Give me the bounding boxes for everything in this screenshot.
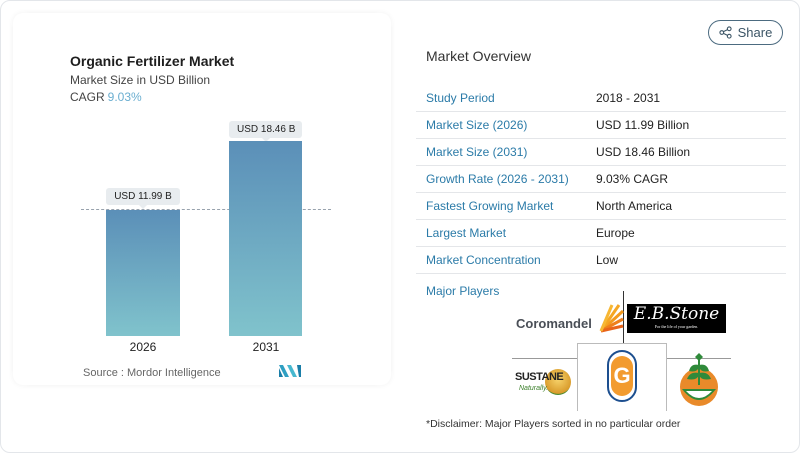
overview-value: North America [596,199,673,213]
ebstone-wordmark: E.B.Stone [633,304,720,324]
x-label-2031: 2031 [252,340,280,354]
overview-key: Fastest Growing Market [426,199,554,213]
sustane-wordmark: SUSTANE [515,371,564,383]
share-icon [719,26,732,39]
overview-row-growth-rate: Growth Rate (2026 - 2031) 9.03% CAGR [416,166,786,193]
overview-title: Market Overview [426,48,532,64]
x-label-2026: 2026 [129,340,157,354]
ebstone-logo: E.B.Stone For the life of your garden. [627,304,726,333]
overview-row-market-size-2031: Market Size (2031) USD 18.46 Billion [416,139,786,166]
divider [666,343,667,411]
green-leaf-emblem-logo [680,353,718,406]
share-button[interactable]: Share [708,20,783,45]
overview-value: Low [596,253,619,267]
coromandel-wordmark: Coromandel [516,316,592,331]
overview-row-concentration: Market Concentration Low [416,247,786,274]
overview-key: Market Size (2031) [426,145,528,159]
divider [512,358,577,359]
overview-row-fastest-growing: Fastest Growing Market North America [416,193,786,220]
cagr-line: CAGR 9.03% [70,90,142,104]
divider [577,343,666,344]
overview-table: Study Period 2018 - 2031 Market Size (20… [416,85,786,274]
overview-key: Growth Rate (2026 - 2031) [426,172,569,186]
ebstone-tagline: For the life of your garden. [654,324,699,329]
divider [623,291,624,344]
overview-value: Europe [596,226,635,240]
reference-line [81,209,331,210]
bar-2031[interactable] [229,141,302,336]
mordor-intelligence-logo-icon [279,365,301,377]
overview-key: Study Period [426,91,495,105]
chart-card [13,13,391,385]
overview-value: USD 18.46 Billion [596,145,691,159]
sustane-sun-icon [545,369,571,395]
overview-row-largest-market: Largest Market Europe [416,220,786,247]
gsfc-letter: G [611,356,633,396]
overview-key: Market Size (2026) [426,118,528,132]
divider [577,343,578,411]
cagr-value: 9.03% [107,90,142,104]
gsfc-logo: G [601,346,643,406]
chart-subtitle: Market Size in USD Billion [70,73,211,87]
source-text: Source : Mordor Intelligence [83,367,221,379]
bar-2026[interactable] [106,210,180,336]
coromandel-sun-icon [599,304,625,333]
overview-row-study-period: Study Period 2018 - 2031 [416,85,786,112]
sustane-tagline: Naturally. [519,385,549,392]
coromandel-logo: Coromandel [514,304,625,335]
major-players-title: Major Players [426,284,500,298]
bar-label-2031: USD 18.46 B [229,121,302,142]
overview-row-market-size-2026: Market Size (2026) USD 11.99 Billion [416,112,786,139]
cagr-label: CAGR [70,90,105,104]
overview-value: 2018 - 2031 [596,91,661,105]
chart-title: Organic Fertilizer Market [70,53,235,69]
major-players-logos: Coromandel E.B.Stone For the life of you… [506,291,736,411]
overview-value: USD 11.99 Billion [596,118,690,132]
sustane-logo: SUSTANE Naturally. [515,369,575,395]
share-label: Share [737,25,773,40]
overview-value: 9.03% CAGR [596,172,669,186]
overview-key: Market Concentration [426,253,541,267]
disclaimer-text: *Disclaimer: Major Players sorted in no … [426,418,681,430]
bar-label-2026: USD 11.99 B [106,188,180,209]
overview-key: Largest Market [426,226,507,240]
